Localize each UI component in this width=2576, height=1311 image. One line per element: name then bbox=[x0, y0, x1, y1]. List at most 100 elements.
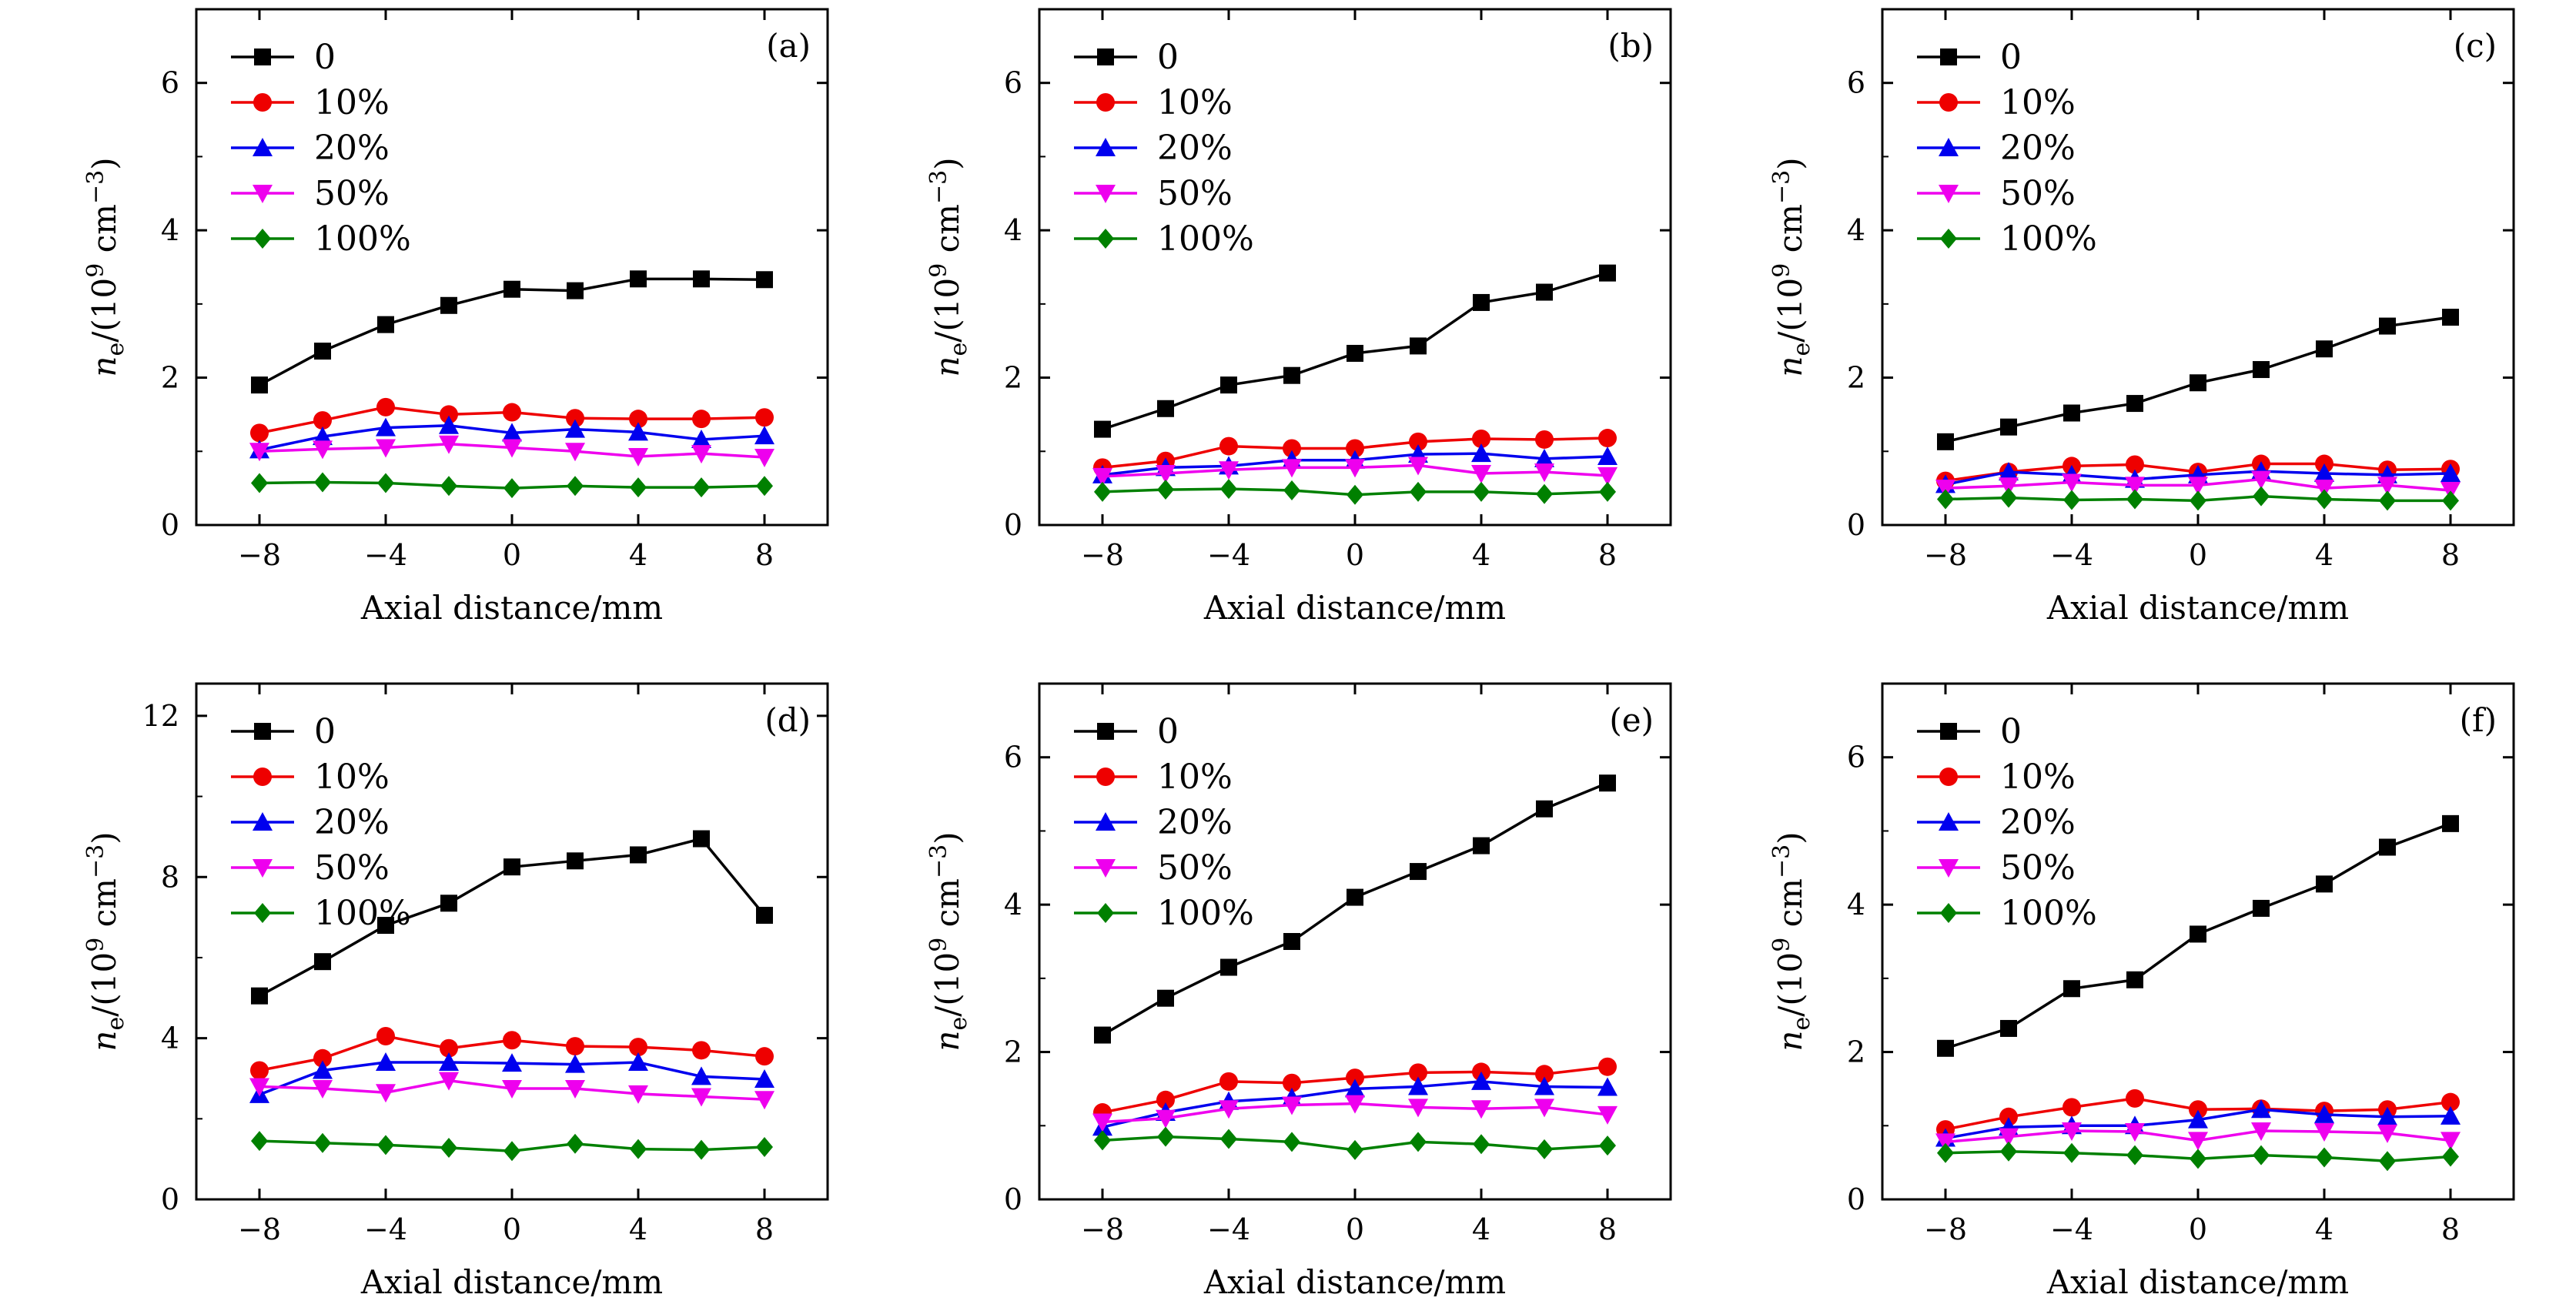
data-point bbox=[2126, 455, 2144, 474]
data-point bbox=[1157, 400, 1174, 417]
legend-marker bbox=[1939, 185, 1959, 203]
series-4 bbox=[251, 472, 773, 499]
chart-panel: −8 −4 0 4 8 0 2 4 6 Axial distance/mm ne/(109 cm−3… bbox=[1768, 682, 2515, 1301]
y-tick-label: 4 bbox=[1847, 213, 1865, 247]
legend-marker bbox=[1096, 185, 1116, 203]
data-point bbox=[313, 1080, 333, 1099]
legend-label: 0 bbox=[2000, 38, 2022, 77]
data-point bbox=[1282, 459, 1302, 478]
legend-label: 0 bbox=[1157, 38, 1179, 77]
y-tick-label: 6 bbox=[1004, 741, 1022, 774]
data-point bbox=[755, 1047, 774, 1066]
legend-marker bbox=[1096, 812, 1116, 831]
data-point bbox=[1535, 430, 1554, 449]
data-point bbox=[376, 1027, 395, 1046]
data-point bbox=[440, 1038, 458, 1058]
x-tick-label: −8 bbox=[238, 538, 281, 572]
data-point bbox=[1345, 1079, 1365, 1098]
data-point bbox=[1599, 264, 1616, 282]
data-point bbox=[755, 408, 774, 427]
data-point bbox=[629, 1038, 647, 1057]
y-axis-label: ne/(109 cm−3) bbox=[82, 157, 129, 376]
data-point bbox=[1157, 1126, 1174, 1147]
legend-marker bbox=[1939, 768, 1958, 786]
data-point bbox=[2377, 1106, 2397, 1125]
data-point bbox=[754, 1091, 774, 1110]
data-point bbox=[2000, 418, 2017, 436]
data-point bbox=[2000, 487, 2017, 508]
data-point bbox=[2126, 1145, 2143, 1166]
legend-label: 0 bbox=[314, 38, 336, 77]
data-point bbox=[1156, 465, 1176, 483]
data-point bbox=[377, 917, 394, 935]
series-1 bbox=[250, 1027, 774, 1080]
y-tick-label: 2 bbox=[1847, 361, 1865, 395]
y-axis-label: ne/(109 cm−3) bbox=[1768, 157, 1815, 376]
data-point bbox=[1219, 461, 1239, 480]
data-point bbox=[313, 1060, 333, 1079]
plot-frame bbox=[1038, 682, 1672, 1201]
data-point bbox=[503, 858, 520, 876]
x-tick-label: 0 bbox=[2189, 1212, 2207, 1246]
data-point bbox=[1473, 837, 1490, 854]
series-3 bbox=[1935, 1122, 2461, 1152]
y-tick-label: 0 bbox=[1847, 1182, 1865, 1216]
data-point bbox=[1597, 1077, 1618, 1096]
series-2 bbox=[249, 415, 774, 459]
data-point bbox=[2126, 1089, 2144, 1108]
data-point bbox=[314, 953, 331, 971]
x-axis-label: Axial distance/mm bbox=[360, 589, 663, 627]
x-tick-label: 8 bbox=[1598, 538, 1617, 572]
legend-label: 50% bbox=[1157, 174, 1233, 213]
data-point bbox=[1409, 432, 1427, 451]
data-point bbox=[1282, 1096, 1302, 1115]
y-tick-label: 6 bbox=[1847, 741, 1865, 774]
data-point bbox=[251, 1131, 268, 1152]
series-0 bbox=[1094, 264, 1616, 438]
data-point bbox=[1471, 1100, 1491, 1119]
y-tick-label: 0 bbox=[161, 1182, 179, 1216]
series-0 bbox=[1937, 814, 2459, 1057]
data-point bbox=[1473, 1134, 1490, 1155]
data-point bbox=[2316, 340, 2333, 358]
x-tick-label: 0 bbox=[1346, 1212, 1364, 1246]
data-point bbox=[2253, 899, 2270, 917]
data-point bbox=[314, 1132, 331, 1153]
data-point bbox=[1347, 1139, 1363, 1160]
data-point bbox=[2379, 490, 2396, 511]
data-point bbox=[2188, 477, 2208, 496]
y-axis-label: ne/(109 cm−3) bbox=[1768, 831, 1815, 1051]
x-tick-label: −8 bbox=[1081, 1212, 1124, 1246]
data-point bbox=[2442, 814, 2459, 832]
data-point bbox=[1092, 467, 1112, 487]
data-point bbox=[1471, 443, 1491, 463]
data-point bbox=[377, 1135, 394, 1155]
plot-frame bbox=[1881, 8, 2515, 527]
y-tick-label: 6 bbox=[161, 66, 179, 100]
data-point bbox=[566, 409, 584, 428]
legend-marker bbox=[253, 185, 273, 203]
series-0 bbox=[1937, 309, 2459, 450]
data-point bbox=[630, 846, 647, 864]
x-tick-label: −4 bbox=[2050, 1212, 2093, 1246]
x-tick-label: −8 bbox=[1924, 1212, 1967, 1246]
series-0 bbox=[251, 830, 773, 1005]
data-point bbox=[440, 1138, 457, 1158]
data-point bbox=[2190, 490, 2206, 511]
data-point bbox=[628, 1085, 648, 1104]
panel-label: (d) bbox=[764, 701, 811, 739]
data-point bbox=[1471, 465, 1491, 483]
data-point bbox=[756, 271, 773, 289]
data-point bbox=[2377, 477, 2397, 496]
legend-marker bbox=[1096, 859, 1116, 878]
data-point bbox=[567, 1133, 584, 1154]
data-point bbox=[630, 477, 647, 498]
data-point bbox=[2314, 480, 2334, 499]
data-point bbox=[313, 440, 333, 460]
data-point bbox=[250, 423, 269, 443]
data-point bbox=[1220, 1129, 1237, 1149]
data-point bbox=[2442, 1146, 2459, 1167]
y-tick-label: 8 bbox=[161, 860, 179, 894]
data-point bbox=[567, 476, 584, 497]
data-point bbox=[440, 895, 457, 912]
